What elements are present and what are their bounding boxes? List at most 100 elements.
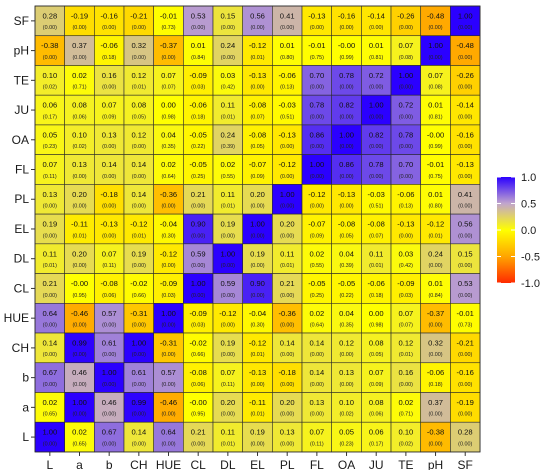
- cell-p-value: (0.35): [339, 322, 353, 328]
- cell-r-value: 1.00: [191, 279, 206, 288]
- cell-fill: [64, 154, 95, 185]
- heatmap-cell: -0.05 (0.22): [183, 124, 214, 155]
- heatmap-cell: 1.00 (0.00): [331, 124, 362, 155]
- cell-fill: [34, 421, 65, 453]
- cell-r-value: 0.02: [309, 249, 324, 258]
- cell-p-value: (0.01): [280, 263, 294, 269]
- cell-p-value: (0.22): [191, 144, 205, 150]
- heatmap-cell: 0.21 (0.00): [183, 421, 214, 453]
- cell-r-value: 0.99: [72, 339, 87, 348]
- cell-r-value: 0.12: [131, 71, 146, 80]
- cell-r-value: -0.21: [457, 339, 474, 348]
- cell-p-value: (0.00): [161, 352, 175, 358]
- cell-p-value: (0.71): [72, 85, 86, 91]
- cell-r-value: 1.00: [102, 368, 117, 377]
- cell-r-value: 0.12: [398, 339, 413, 348]
- y-tick-label: SF: [14, 14, 29, 28]
- cell-r-value: -0.02: [190, 339, 207, 348]
- cell-r-value: 0.99: [131, 398, 146, 407]
- cell-r-value: 0.15: [220, 11, 235, 20]
- cell-fill: [242, 332, 273, 364]
- cell-p-value: (0.00): [221, 263, 235, 269]
- cell-fill: [212, 94, 243, 126]
- cell-p-value: (0.00): [369, 85, 383, 91]
- cell-p-value: (0.00): [310, 352, 324, 358]
- cell-fill: [153, 273, 184, 304]
- cell-p-value: (0.01): [43, 263, 57, 269]
- cell-p-value: (0.00): [399, 174, 413, 180]
- cell-r-value: -0.01: [457, 309, 474, 318]
- cell-r-value: 0.02: [161, 160, 176, 169]
- heatmap-cell: -0.01 (0.75): [301, 35, 332, 66]
- cell-fill: [301, 243, 332, 274]
- cell-r-value: 0.46: [102, 398, 117, 407]
- cell-r-value: 0.86: [339, 160, 354, 169]
- cell-p-value: (0.00): [458, 233, 472, 239]
- cell-p-value: (0.00): [280, 144, 294, 150]
- cell-r-value: -0.14: [457, 101, 474, 110]
- cell-fill: [123, 302, 154, 334]
- cell-fill: [301, 5, 332, 37]
- cell-r-value: 0.82: [369, 130, 384, 139]
- heatmap-cell: 0.19 (0.00): [242, 243, 273, 274]
- cell-fill: [183, 421, 214, 453]
- cell-r-value: 0.12: [339, 339, 354, 348]
- y-tick-label: L: [22, 430, 29, 444]
- heatmap-cell: -0.07 (0.09): [242, 154, 273, 185]
- x-tick-label: PL: [280, 458, 295, 470]
- cell-r-value: 0.19: [42, 220, 57, 229]
- cell-fill: [301, 184, 332, 215]
- heatmap-cell: 0.15 (0.00): [212, 5, 243, 37]
- cell-fill: [183, 273, 214, 304]
- cell-fill: [301, 273, 332, 304]
- cell-r-value: -0.48: [427, 11, 444, 20]
- cell-r-value: -0.00: [427, 130, 444, 139]
- cell-fill: [420, 362, 451, 393]
- heatmap-cell: -0.12 (0.01): [242, 35, 273, 66]
- cell-fill: [153, 362, 184, 393]
- cell-p-value: (0.64): [161, 174, 175, 180]
- heatmap-cell: -0.08 (0.07): [242, 94, 273, 126]
- cell-r-value: 0.19: [250, 249, 265, 258]
- cell-p-value: (0.00): [339, 85, 353, 91]
- cell-p-value: (0.00): [191, 25, 205, 31]
- cell-r-value: 1.00: [250, 220, 265, 229]
- cell-r-value: 0.07: [369, 368, 384, 377]
- cell-r-value: -0.07: [308, 220, 325, 229]
- cell-r-value: 0.04: [161, 130, 176, 139]
- cell-fill: [272, 35, 303, 66]
- cell-fill: [450, 243, 481, 274]
- cell-p-value: (0.00): [132, 25, 146, 31]
- heatmap-cell: 1.00 (0.00): [301, 154, 332, 185]
- heatmap-cell: 0.02 (0.55): [212, 154, 243, 185]
- cell-r-value: 1.00: [42, 428, 57, 437]
- heatmap-cell: 0.11 (0.01): [272, 243, 303, 274]
- cell-p-value: (0.00): [458, 382, 472, 388]
- cell-fill: [361, 124, 392, 155]
- heatmap-cell: 0.02 (0.64): [153, 154, 184, 185]
- heatmap-cell: -0.08 (0.06): [183, 362, 214, 393]
- cell-p-value: (0.00): [428, 352, 442, 358]
- cell-r-value: 0.16: [398, 368, 413, 377]
- cell-r-value: 0.67: [42, 368, 57, 377]
- cell-r-value: 0.57: [161, 368, 176, 377]
- heatmap-cell: 0.21 (0.00): [272, 273, 303, 304]
- heatmap-cell: 0.19 (0.00): [212, 332, 243, 364]
- cell-p-value: (0.00): [339, 352, 353, 358]
- cell-fill: [212, 332, 243, 364]
- cell-p-value: (0.00): [369, 144, 383, 150]
- cell-p-value: (0.00): [132, 441, 146, 447]
- cell-r-value: 0.24: [428, 249, 443, 258]
- cell-fill: [390, 273, 422, 304]
- heatmap-cell: -0.12 (0.01): [123, 213, 154, 245]
- heatmap-cell: 0.20 (0.00): [272, 392, 303, 423]
- cell-p-value: (0.35): [161, 144, 175, 150]
- cell-r-value: 0.02: [72, 428, 87, 437]
- heatmap-cell: 0.14 (0.00): [123, 154, 154, 185]
- cell-fill: [301, 65, 332, 96]
- cell-fill: [390, 94, 422, 126]
- cell-p-value: (0.00): [72, 382, 86, 388]
- cell-p-value: (0.00): [72, 263, 86, 269]
- heatmap-cell: -0.31 (0.00): [123, 302, 154, 334]
